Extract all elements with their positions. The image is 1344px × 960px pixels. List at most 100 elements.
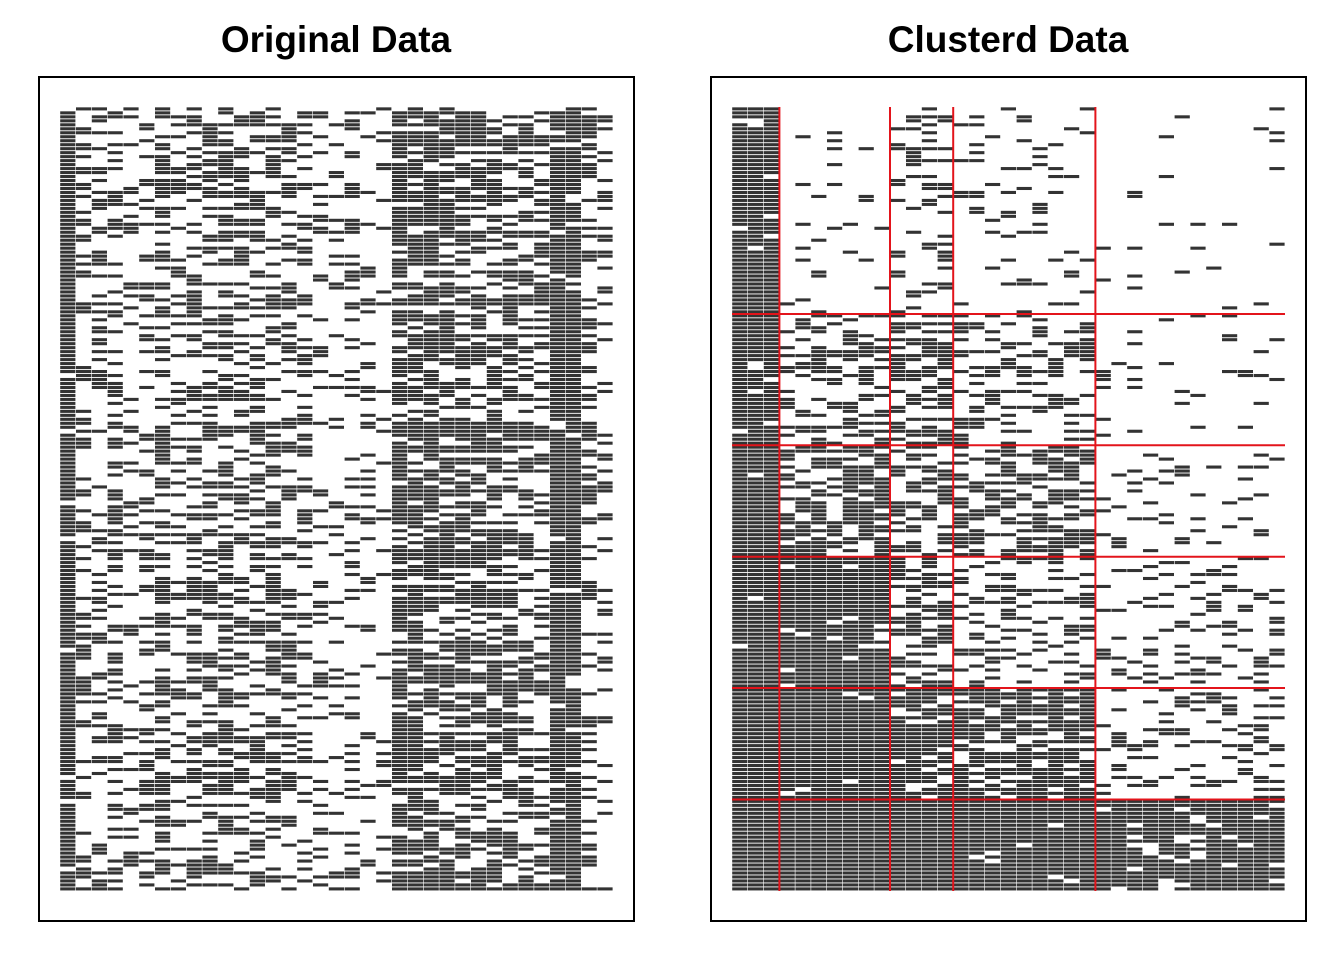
heatmap-cell [502,377,518,382]
heatmap-cell [486,775,502,780]
heatmap-cell [423,401,439,405]
heatmap-cell [107,330,123,334]
heatmap-cell [202,246,218,250]
heatmap-cell [1079,107,1095,111]
heatmap-cell [858,481,874,485]
heatmap-cell [732,620,748,624]
heatmap-cell [842,505,858,509]
heatmap-cell [392,545,408,549]
heatmap-cell [155,493,171,497]
heatmap-cell [170,712,186,716]
heatmap-cell [1048,258,1064,262]
heatmap-cell [265,576,281,581]
heatmap-cell [534,405,550,409]
heatmap-cell [565,716,581,720]
heatmap-cell [76,644,92,648]
heatmap-cell [597,159,613,163]
heatmap-cell [471,175,487,179]
heatmap-cell [407,791,423,795]
heatmap-cell [732,580,748,585]
heatmap-cell [779,366,795,370]
heatmap-cell [344,254,360,258]
heatmap-cell [234,704,250,708]
heatmap-cell [795,616,811,620]
heatmap-cell [486,783,502,787]
heatmap-cell [328,282,344,286]
heatmap-cell [249,385,265,390]
heatmap-cell [60,624,76,628]
heatmap-cell [1016,604,1032,608]
heatmap-cell [890,469,906,473]
heatmap-cell [732,529,748,533]
heatmap-cell [827,608,843,612]
heatmap-cell [76,624,92,628]
heatmap-cell [486,127,502,131]
heatmap-cell [921,565,937,569]
heatmap-cell [249,557,265,561]
heatmap-cell [1064,354,1080,358]
heatmap-cell [91,549,107,553]
heatmap-cell [748,441,764,445]
heatmap-cell [732,266,748,270]
heatmap-cell [392,493,408,497]
heatmap-cell [60,787,76,791]
heatmap-cell [581,863,597,867]
heatmap-cell [1048,568,1064,573]
heatmap-cell [985,393,1001,397]
heatmap-cell [155,644,171,648]
heatmap-cell [471,887,487,891]
heatmap-cell [795,413,811,417]
heatmap-cell [170,206,186,210]
heatmap-cell [1064,493,1080,497]
heatmap-cell [937,533,953,537]
heatmap-cell [1000,572,1016,577]
heatmap-cell [423,760,439,764]
heatmap-cell [1032,354,1048,358]
heatmap-cell [550,684,566,688]
heatmap-cell [518,298,534,302]
heatmap-cell [827,354,843,358]
heatmap-cell [60,131,76,135]
heatmap-cell [455,194,471,198]
heatmap-cell [550,680,566,684]
heatmap-cell [550,572,566,577]
heatmap-cell [486,557,502,561]
heatmap-cell [534,616,550,620]
heatmap-cell [60,839,76,843]
heatmap-cell [423,688,439,692]
heatmap-cell [953,537,969,541]
heatmap-cell [234,409,250,413]
heatmap-cell [439,827,455,831]
heatmap-cell [550,624,566,628]
heatmap-cell [455,242,471,246]
heatmap-cell [1016,453,1032,457]
heatmap-cell [565,489,581,493]
heatmap-cell [439,214,455,218]
heatmap-cell [455,286,471,290]
heatmap-cell [407,716,423,720]
heatmap-cell [811,441,827,445]
heatmap-cell [486,218,502,222]
heatmap-cell [392,811,408,815]
heatmap-cell [123,700,139,704]
heatmap-cell [550,568,566,573]
heatmap-cell [811,505,827,509]
heatmap-cell [921,373,937,378]
heatmap-cell [139,537,155,541]
heatmap-cell [921,509,937,513]
heatmap-cell [985,266,1001,270]
heatmap-cell [953,417,969,421]
heatmap-cell [827,565,843,569]
heatmap-cell [392,879,408,883]
heatmap-cell [249,198,265,202]
heatmap-cell [234,517,250,521]
heatmap-cell [360,628,376,632]
heatmap-cell [953,461,969,465]
heatmap-cell [313,811,329,815]
heatmap-cell [518,334,534,338]
heatmap-cell [170,592,186,596]
heatmap-cell [249,565,265,569]
heatmap-cell [423,202,439,206]
heatmap-cell [471,270,487,274]
heatmap-cell [581,775,597,780]
